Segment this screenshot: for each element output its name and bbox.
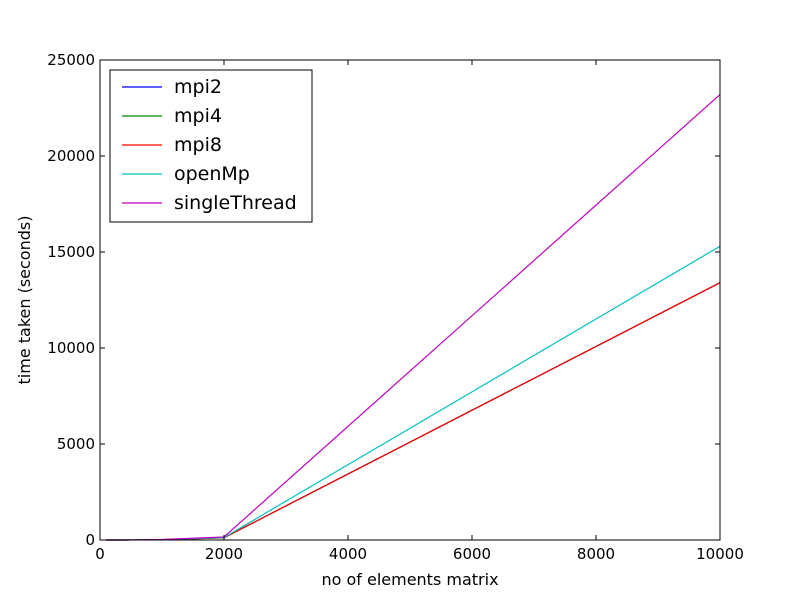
series-line-openMp	[106, 245, 721, 541]
legend-label-mpi4: mpi4	[174, 105, 222, 127]
series-line-mpi8	[106, 282, 721, 541]
y-tick-label: 20000	[47, 147, 95, 165]
y-tick-label: 15000	[47, 243, 95, 261]
x-tick-label: 4000	[329, 545, 367, 563]
legend-label-openMp: openMp	[174, 163, 250, 185]
y-tick-label: 5000	[57, 435, 95, 453]
legend-label-singleThread: singleThread	[174, 192, 297, 214]
legend-label-mpi2: mpi2	[174, 76, 222, 98]
x-axis-label: no of elements matrix	[321, 570, 498, 589]
y-axis: 0 5000 10000 15000 20000 25000	[47, 51, 720, 549]
y-tick-label: 10000	[47, 339, 95, 357]
legend-box	[109, 69, 313, 223]
y-axis-label: time taken (seconds)	[15, 216, 34, 385]
legend-label-mpi8: mpi8	[174, 134, 222, 156]
x-axis: 0 2000 4000 6000 8000 10000	[95, 60, 744, 563]
x-tick-label: 10000	[696, 545, 744, 563]
series-line-mpi4	[106, 282, 721, 541]
x-tick-label: 8000	[577, 545, 615, 563]
x-tick-label: 2000	[205, 545, 243, 563]
x-tick-label: 6000	[453, 545, 491, 563]
x-tick-label: 0	[95, 545, 105, 563]
y-tick-label: 0	[85, 531, 95, 549]
plot-area	[99, 59, 721, 541]
legend: mpi2 mpi4 mpi8 openMp singleThread	[109, 69, 313, 223]
plot-frame	[99, 59, 721, 541]
series-line-mpi2	[106, 282, 721, 541]
y-tick-label: 25000	[47, 51, 95, 69]
